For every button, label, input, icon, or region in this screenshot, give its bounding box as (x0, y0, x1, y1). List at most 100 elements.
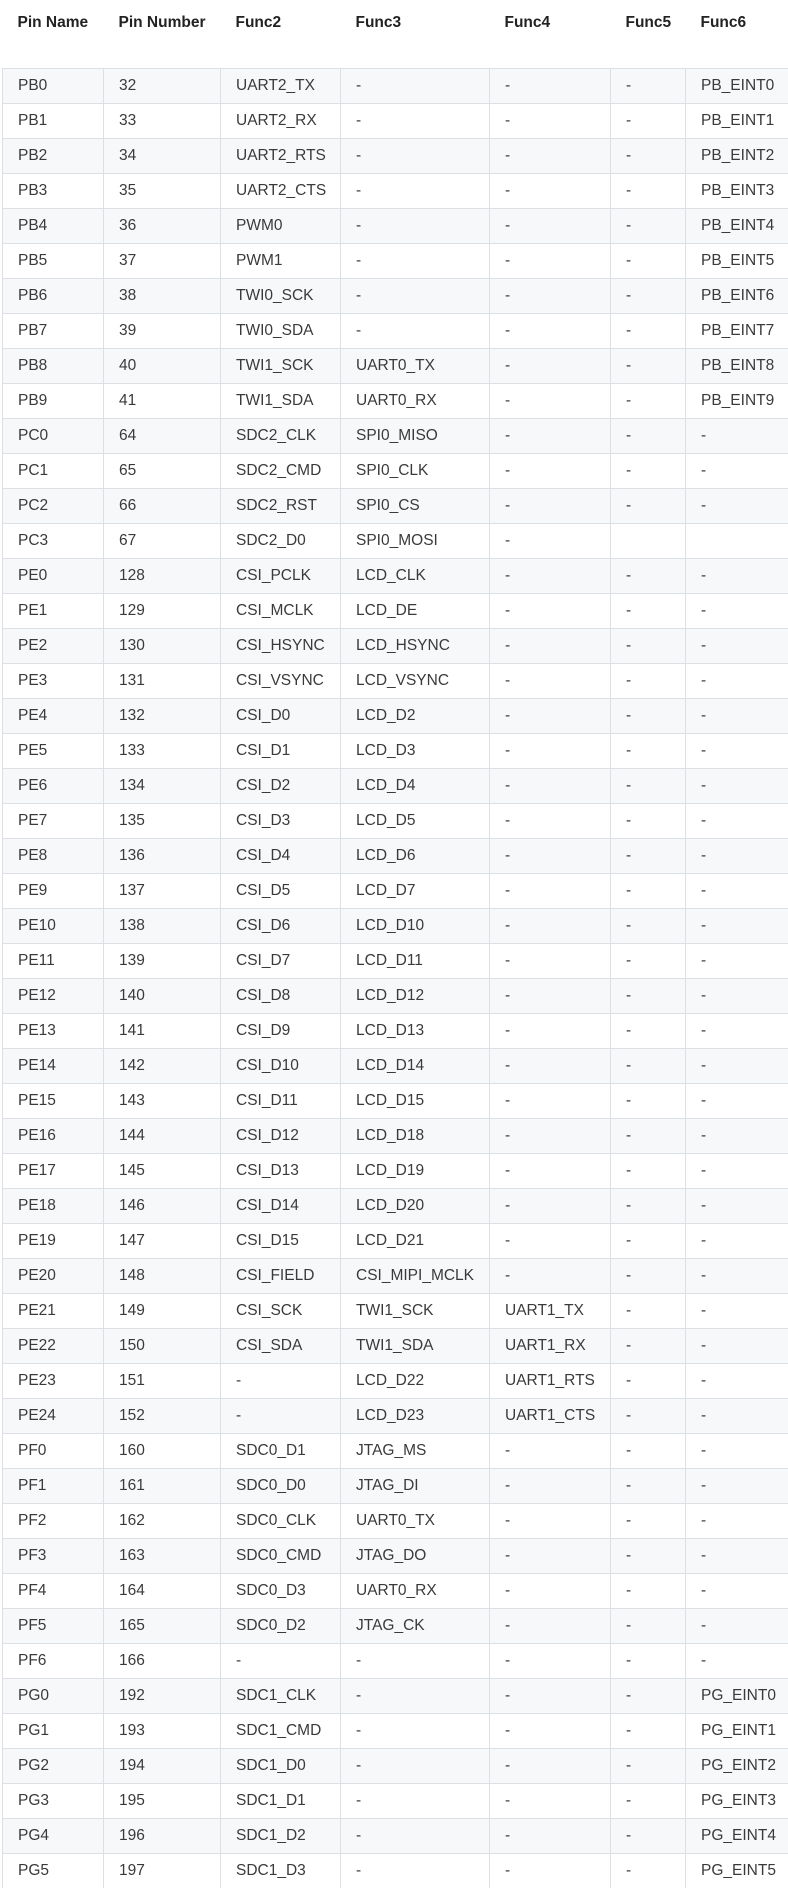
func4-cell: - (489, 1503, 611, 1539)
func5-cell: - (610, 803, 686, 839)
func5-cell: - (610, 908, 686, 944)
table-row: PE1 129 CSI_MCLK LCD_DE - - - (2, 593, 788, 629)
func5-cell: - (610, 558, 686, 594)
column-header-func6: Func6 (685, 2, 788, 69)
table-row: PB7 39 TWI0_SDA - - - PB_EINT7 (2, 313, 788, 349)
func4-cell: - (489, 1783, 611, 1819)
table-row: PE17 145 CSI_D13 LCD_D19- - - (2, 1153, 788, 1189)
func3-cell: LCD_D20 (340, 1188, 490, 1224)
func3-cell: - (340, 1818, 490, 1854)
func4-cell: - (489, 1538, 611, 1574)
pin-number-cell: 146 (103, 1188, 221, 1224)
func5-cell: - (610, 348, 686, 384)
pin-name-cell: PB7 (2, 313, 104, 349)
pin-number-cell: 149 (103, 1293, 221, 1329)
pin-number-cell: 163 (103, 1538, 221, 1574)
func3-cell: LCD_D21 (340, 1223, 490, 1259)
func5-cell: - (610, 1608, 686, 1644)
func4-cell: - (489, 733, 611, 769)
pin-name-cell: PB5 (2, 243, 104, 279)
func5-cell: - (610, 628, 686, 664)
func5-cell: - (610, 1258, 686, 1294)
pin-name-cell: PE16 (2, 1118, 104, 1154)
pin-name-cell: PE5 (2, 733, 104, 769)
func2-cell: - (220, 1398, 341, 1434)
pin-number-cell: 148 (103, 1258, 221, 1294)
func6-cell: PG_EINT0 (685, 1678, 788, 1714)
func6-cell: - (685, 1468, 788, 1504)
func6-cell: - (685, 733, 788, 769)
pin-name-cell: PB2 (2, 138, 104, 174)
pin-number-cell: 144 (103, 1118, 221, 1154)
func3-cell: - (340, 1713, 490, 1749)
func4-cell: - (489, 1818, 611, 1854)
func3-cell: TWI1_SCK (340, 1293, 490, 1329)
pin-number-cell: 143 (103, 1083, 221, 1119)
column-header-pin-number: Pin Number (103, 2, 221, 69)
pin-name-cell: PG1 (2, 1713, 104, 1749)
pin-number-cell: 142 (103, 1048, 221, 1084)
func3-cell: LCD_D12 (340, 978, 490, 1014)
func2-cell: CSI_D15 (220, 1223, 341, 1259)
func5-cell: - (610, 1783, 686, 1819)
func6-cell: - (685, 1153, 788, 1189)
func3-cell: LCD_D13 (340, 1013, 490, 1049)
func5-cell: - (610, 733, 686, 769)
func6-cell: - (685, 418, 788, 454)
pin-name-cell: PG2 (2, 1748, 104, 1784)
func3-cell: JTAG_CK (340, 1608, 490, 1644)
pin-number-cell: 32 (103, 68, 221, 104)
func3-cell: LCD_D6 (340, 838, 490, 874)
pin-number-cell: 35 (103, 173, 221, 209)
func3-cell: LCD_D2 (340, 698, 490, 734)
pin-name-cell: PB1 (2, 103, 104, 139)
func5-cell: - (610, 208, 686, 244)
func4-cell: - (489, 663, 611, 699)
func3-cell: UART0_RX (340, 1573, 490, 1609)
func6-cell: - (685, 1293, 788, 1329)
table-row: PE5 133 CSI_D1 LCD_D3- - - (2, 733, 788, 769)
func6-cell: - (685, 1538, 788, 1574)
func2-cell: TWI1_SDA (220, 383, 341, 419)
table-row: PF1 161 SDC0_D0 JTAG_DI - - - (2, 1468, 788, 1504)
pin-number-cell: 160 (103, 1433, 221, 1469)
pin-name-cell: PE2 (2, 628, 104, 664)
func5-cell: - (610, 1433, 686, 1469)
func3-cell: LCD_D4 (340, 768, 490, 804)
table-row: PF5 165 SDC0_D2 JTAG_CK - - - (2, 1608, 788, 1644)
func2-cell: SDC0_CMD (220, 1538, 341, 1574)
func2-cell: CSI_D8 (220, 978, 341, 1014)
table-row: PB9 41 TWI1_SDA UART0_RX - - PB_EINT9 (2, 383, 788, 419)
func5-cell: - (610, 873, 686, 909)
pin-number-cell: 138 (103, 908, 221, 944)
pin-number-cell: 150 (103, 1328, 221, 1364)
func6-cell: - (685, 1013, 788, 1049)
func4-cell: - (489, 1013, 611, 1049)
func3-cell: - (340, 243, 490, 279)
table-row: PE12 140 CSI_D8 LCD_D12- - - (2, 978, 788, 1014)
func5-cell: - (610, 1048, 686, 1084)
table-row: PE4 132 CSI_D0 LCD_D2- - - (2, 698, 788, 734)
func2-cell: CSI_HSYNC (220, 628, 341, 664)
func4-cell: - (489, 523, 611, 559)
func4-cell: - (489, 1608, 611, 1644)
func6-cell: - (685, 1118, 788, 1154)
func2-cell: CSI_D3 (220, 803, 341, 839)
func4-cell: - (489, 978, 611, 1014)
func5-cell: - (610, 1468, 686, 1504)
table-row: PE8 136 CSI_D4 LCD_D6- - - (2, 838, 788, 874)
func6-cell: PG_EINT4 (685, 1818, 788, 1854)
func2-cell: - (220, 1363, 341, 1399)
pin-number-cell: 129 (103, 593, 221, 629)
pin-number-cell: 39 (103, 313, 221, 349)
func2-cell: SDC2_D0 (220, 523, 341, 559)
func3-cell: LCD_DE (340, 593, 490, 629)
pin-number-cell: 37 (103, 243, 221, 279)
func6-cell: - (685, 628, 788, 664)
func6-cell: - (685, 1048, 788, 1084)
func4-cell: - (489, 278, 611, 314)
table-row: PG0 192 SDC1_CLK - - - PG_EINT0 (2, 1678, 788, 1714)
func3-cell: LCD_D19 (340, 1153, 490, 1189)
func5-cell: - (610, 1818, 686, 1854)
table-row: PB4 36 PWM0- - - PB_EINT4 (2, 208, 788, 244)
